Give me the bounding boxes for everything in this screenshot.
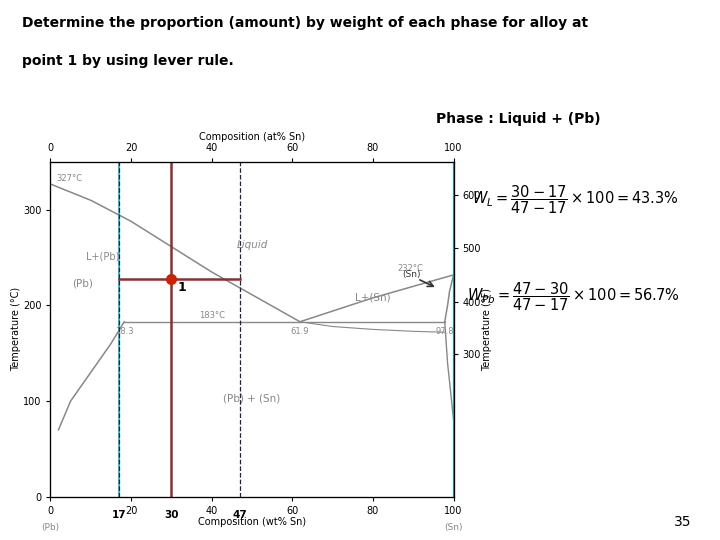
Text: 327°C: 327°C bbox=[56, 174, 83, 183]
Text: Determine the proportion (amount) by weight of each phase for alloy at: Determine the proportion (amount) by wei… bbox=[22, 16, 588, 30]
Text: Phase : Liquid + (Pb): Phase : Liquid + (Pb) bbox=[436, 112, 600, 126]
Text: 183°C: 183°C bbox=[199, 311, 225, 320]
Text: 35: 35 bbox=[674, 515, 691, 529]
Y-axis label: Temperature (°C): Temperature (°C) bbox=[12, 287, 22, 372]
Text: $W_{Pb} = \dfrac{47-30}{47-17} \times 100 = 56.7\%$: $W_{Pb} = \dfrac{47-30}{47-17} \times 10… bbox=[467, 280, 680, 313]
Text: 97.8: 97.8 bbox=[436, 327, 454, 336]
X-axis label: Composition (wt% Sn): Composition (wt% Sn) bbox=[198, 517, 306, 527]
Text: 17: 17 bbox=[112, 510, 126, 520]
Y-axis label: Temperature (°F): Temperature (°F) bbox=[482, 288, 492, 371]
Text: (Sn): (Sn) bbox=[402, 270, 420, 279]
Text: point 1 by using lever rule.: point 1 by using lever rule. bbox=[22, 54, 233, 68]
Text: L+(Pb): L+(Pb) bbox=[86, 252, 120, 261]
Text: 18.3: 18.3 bbox=[115, 327, 133, 336]
Text: (Sn): (Sn) bbox=[444, 523, 463, 532]
Text: 1: 1 bbox=[177, 281, 186, 294]
Text: Liquid: Liquid bbox=[236, 240, 268, 250]
Text: 61.9: 61.9 bbox=[291, 327, 309, 336]
Text: 232°C: 232°C bbox=[397, 264, 423, 273]
Text: 47: 47 bbox=[233, 510, 247, 520]
Text: (Pb): (Pb) bbox=[41, 523, 60, 532]
Text: $W_L = \dfrac{30-17}{47-17} \times 100 = 43.3\%$: $W_L = \dfrac{30-17}{47-17} \times 100 =… bbox=[472, 183, 679, 216]
Text: L+(Sn): L+(Sn) bbox=[355, 293, 391, 303]
Text: 30: 30 bbox=[164, 510, 179, 520]
Text: (Pb): (Pb) bbox=[72, 278, 93, 288]
Text: (Pb) + (Sn): (Pb) + (Sn) bbox=[223, 393, 281, 403]
X-axis label: Composition (at% Sn): Composition (at% Sn) bbox=[199, 132, 305, 142]
